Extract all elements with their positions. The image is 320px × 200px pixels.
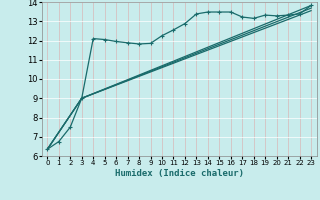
X-axis label: Humidex (Indice chaleur): Humidex (Indice chaleur) (115, 169, 244, 178)
